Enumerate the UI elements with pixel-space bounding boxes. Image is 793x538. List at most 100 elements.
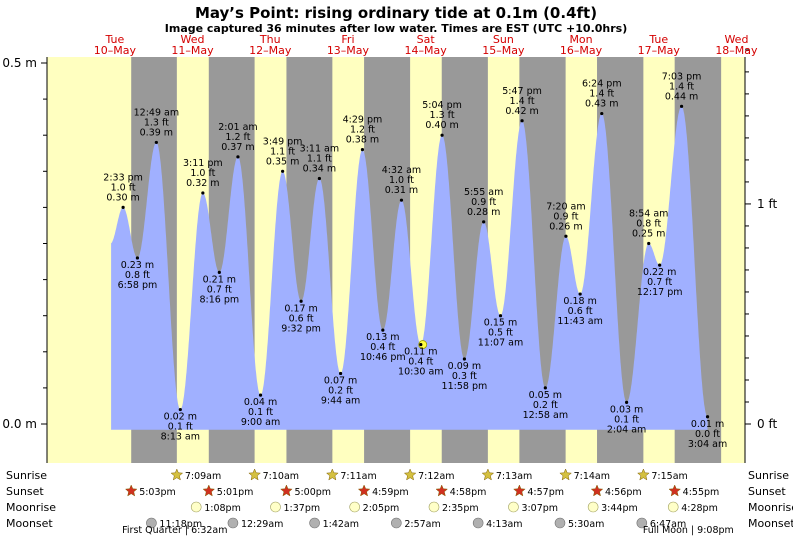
moonset-time: 1:42am <box>323 519 359 530</box>
tide-label-line: 0.15 m <box>484 318 517 329</box>
current-tide-marker <box>418 340 428 349</box>
high-tide-label: 5:04 pm1.3 ft0.40 m <box>422 100 462 131</box>
low-tide-label: 0.17 m0.6 ft9:32 pm <box>281 303 321 334</box>
chart-title: May’s Point: rising ordinary tide at 0.1… <box>195 4 597 22</box>
moonrise-time: 1:37pm <box>283 503 320 514</box>
tide-label-line: 0.39 m <box>140 127 173 138</box>
sunset-time: 4:56pm <box>605 487 642 498</box>
chart-subtitle: Image captured 36 minutes after low wate… <box>165 22 627 35</box>
tide-label-line: 0.28 m <box>467 207 500 218</box>
tide-label-line: 0.9 ft <box>553 211 578 222</box>
moonrise-time: 4:28pm <box>681 503 718 514</box>
tide-point <box>121 205 125 209</box>
tide-label-line: 1.4 ft <box>669 81 694 92</box>
moonrise-icon <box>508 501 519 513</box>
tide-label-line: 1.0 ft <box>111 182 136 193</box>
moonset-icon <box>391 517 402 529</box>
tide-label-line: 0.6 ft <box>289 313 314 324</box>
low-tide-label: 0.07 m0.2 ft9:44 am <box>321 375 360 406</box>
sunset-time: 5:00pm <box>294 487 331 498</box>
tide-label-line: 0.43 m <box>585 99 618 110</box>
tide-point <box>360 148 365 152</box>
moonset-time: 5:30am <box>568 519 604 530</box>
tide-label-line: 0.13 m <box>366 332 399 343</box>
moonrise-icon <box>190 501 202 513</box>
tide-point <box>135 256 140 260</box>
tide-point <box>258 393 263 397</box>
high-tide-label: 4:32 am1.0 ft0.31 m <box>382 165 421 196</box>
sunset-time: 4:55pm <box>683 487 720 498</box>
tide-label-line: 6:24 pm <box>582 79 622 90</box>
sunrise-time: 7:11am <box>340 471 376 482</box>
moonrise-time: 2:35pm <box>442 503 479 514</box>
moonset-icon <box>472 517 484 529</box>
tide-label-line: 2:01 am <box>218 122 257 133</box>
day-name-label: Wed <box>181 33 205 46</box>
tide-point <box>419 342 423 347</box>
day-date-label: 11–May <box>171 44 214 57</box>
tide-label-line: 0.03 m <box>610 404 643 415</box>
high-tide-label: 3:49 pm1.1 ft0.35 m <box>263 136 303 167</box>
row-label-left: Sunset <box>6 485 44 498</box>
sunset-icon <box>202 484 216 497</box>
sunrise-icon <box>637 468 650 481</box>
day-band <box>721 57 745 463</box>
row-label-right: Sunrise <box>748 469 789 482</box>
row-label-right: Moonrise <box>748 501 793 514</box>
day-name-label: Sun <box>493 33 514 46</box>
row-label-left: Moonrise <box>6 501 56 514</box>
row-label-left: Sunrise <box>6 469 47 482</box>
tide-label-line: 0.04 m <box>244 397 277 408</box>
sunrise-icon <box>325 468 339 481</box>
tide-label-line: 0.21 m <box>203 274 236 285</box>
row-label-right: Moonset <box>748 517 793 530</box>
high-tide-label: 7:03 pm1.4 ft0.44 m <box>662 71 702 102</box>
sunset-icon <box>357 484 371 497</box>
tide-label-line: 0.23 m <box>121 260 154 271</box>
sunrise-time: 7:13am <box>496 471 532 482</box>
tide-point <box>658 263 662 267</box>
tide-label-line: 0.6 ft <box>568 306 593 317</box>
tide-label-line: 3:49 pm <box>263 136 303 147</box>
row-label-left: Moonset <box>6 517 53 530</box>
tide-label-line: 11:58 pm <box>442 381 488 392</box>
sunset-time: 5:01pm <box>217 487 254 498</box>
day-name-label: Fri <box>341 33 354 46</box>
tide-point <box>498 314 503 318</box>
moonset-time: 6:47am <box>650 519 686 530</box>
tide-label-line: 0.32 m <box>186 178 219 189</box>
tide-point <box>578 292 582 296</box>
tide-point <box>462 357 467 361</box>
sunset-icon <box>513 484 526 497</box>
tide-label-line: 7:20 am <box>546 201 585 212</box>
tide-label-line: 0.40 m <box>425 120 458 131</box>
sunrise-time: 7:12am <box>418 471 454 482</box>
tide-point <box>399 198 404 202</box>
tide-label-line: 0.07 m <box>324 375 357 386</box>
tide-label-line: 10:30 am <box>398 367 443 378</box>
sunset-icon <box>124 484 138 497</box>
low-tide-label: 0.02 m0.1 ft8:13 am <box>161 412 200 443</box>
high-tide-label: 6:24 pm1.4 ft0.43 m <box>582 79 622 110</box>
tide-label-line: 2:04 am <box>607 424 646 435</box>
low-tide-label: 0.04 m0.1 ft9:00 am <box>241 397 280 428</box>
sunrise-time: 7:09am <box>185 471 221 482</box>
moonset-time: 12:29am <box>241 519 283 530</box>
sunset-icon <box>435 484 449 497</box>
tide-label-line: 0.09 m <box>448 361 481 372</box>
tide-point <box>600 111 604 116</box>
tide-label-line: 0.35 m <box>266 156 299 167</box>
sunset-icon <box>668 484 682 497</box>
tide-label-line: 1.1 ft <box>270 146 295 157</box>
tide-label-line: 12:58 am <box>523 410 568 421</box>
day-name-label: Mon <box>569 33 592 46</box>
tide-label-line: 0.2 ft <box>533 400 558 411</box>
tide-label-line: 0.26 m <box>549 221 582 232</box>
low-tide-label: 0.21 m0.7 ft8:16 pm <box>200 274 240 305</box>
moonrise-time: 3:07pm <box>521 503 558 514</box>
tide-point <box>178 407 182 412</box>
